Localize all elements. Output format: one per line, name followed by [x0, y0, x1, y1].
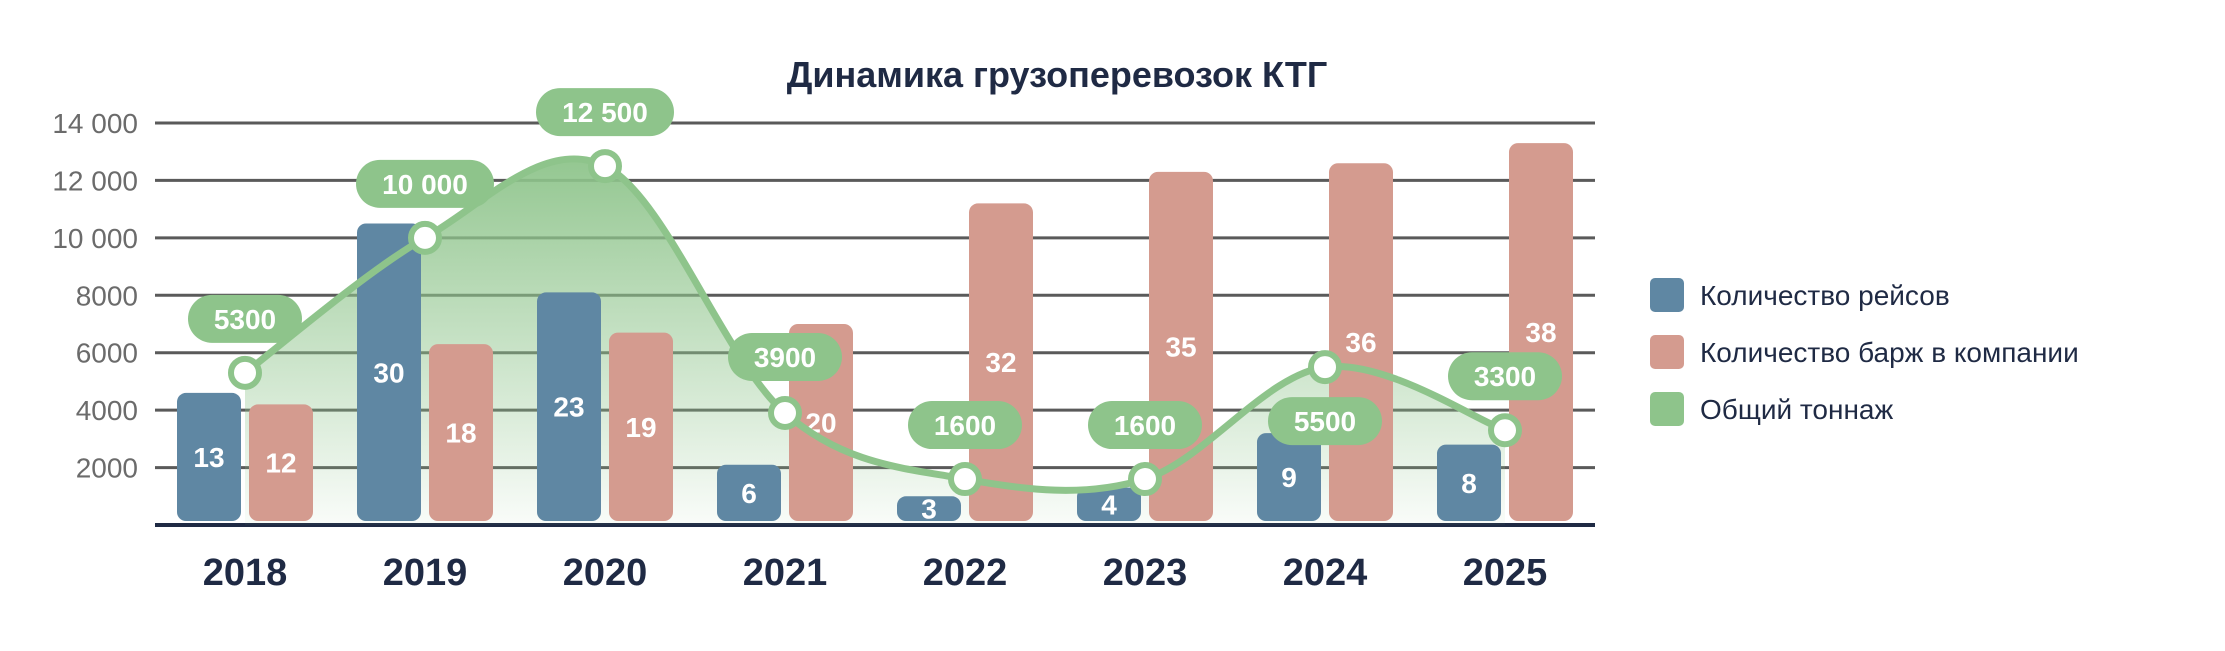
barges-bar-label: 38 — [1525, 317, 1556, 348]
y-tick-label: 12 000 — [52, 165, 138, 196]
barges-bar — [429, 344, 493, 521]
trips-bar-label: 30 — [373, 357, 404, 388]
barges-bar-label: 18 — [445, 418, 476, 449]
y-axis-ticks: 14 000 12 000 10 000 8000 6000 4000 2000 — [52, 108, 138, 484]
tonnage-label: 1600 — [934, 410, 996, 441]
trips-bar — [1437, 444, 1501, 521]
tonnage-point — [408, 220, 442, 255]
tonnage-label-pill — [536, 88, 674, 137]
trips-bar — [177, 392, 241, 521]
trips-bar — [1257, 433, 1321, 521]
x-tick-label: 2018 — [203, 552, 288, 594]
y-tick-label: 2000 — [76, 453, 138, 484]
y-tick-label: 10 000 — [52, 223, 138, 254]
barges-bar — [249, 404, 313, 521]
barges-bar-label: 12 — [265, 448, 296, 479]
x-tick-label: 2019 — [383, 552, 468, 594]
tonnage-line — [241, 155, 1509, 494]
tonnage-point — [228, 355, 262, 390]
tonnage-label-pill — [1088, 401, 1202, 450]
x-tick-label: 2023 — [1103, 552, 1188, 594]
trips-bar — [537, 292, 601, 521]
trips-bar-label: 23 — [553, 392, 584, 423]
barges-bar — [1509, 143, 1573, 521]
legend-label: Количество рейсов — [1700, 280, 1950, 311]
barges-bar-label: 35 — [1165, 331, 1196, 362]
tonnage-point — [1488, 413, 1522, 448]
tonnage-point — [948, 462, 982, 497]
y-tick-label: 4000 — [76, 395, 138, 426]
trips-bar-label: 6 — [741, 478, 757, 509]
tonnage-label-pill — [356, 159, 494, 208]
tonnage-label-pill — [908, 401, 1022, 450]
legend-swatch — [1650, 392, 1684, 426]
legend-swatch — [1650, 335, 1684, 369]
y-tick-label: 8000 — [76, 280, 138, 311]
x-tick-label: 2025 — [1463, 552, 1548, 594]
tonnage-label: 5500 — [1294, 406, 1356, 437]
trips-bar-label: 3 — [921, 494, 937, 525]
trips-bar-label: 8 — [1461, 468, 1477, 499]
tonnage-label: 5300 — [214, 304, 276, 335]
barges-bar-label: 32 — [985, 347, 1016, 378]
x-tick-label: 2022 — [923, 552, 1008, 594]
tonnage-label-pill — [188, 294, 302, 343]
trips-bar-label: 4 — [1101, 489, 1117, 520]
tonnage-point — [1128, 462, 1162, 497]
tonnage-label: 12 500 — [562, 97, 648, 128]
barges-bar-label: 36 — [1345, 327, 1376, 358]
tonnage-point — [588, 149, 622, 184]
tonnage-label: 1600 — [1114, 410, 1176, 441]
trips-bar — [1077, 487, 1141, 521]
trips-bar — [357, 223, 421, 521]
tonnage-label: 3300 — [1474, 361, 1536, 392]
y-tick-label: 6000 — [76, 338, 138, 369]
tonnage-label-pill — [1448, 352, 1562, 401]
tonnage-point — [768, 396, 802, 431]
legend-label: Общий тоннаж — [1700, 394, 1893, 425]
trips-bar — [717, 464, 781, 521]
barges-bar — [609, 332, 673, 521]
y-tick-label: 14 000 — [52, 108, 138, 139]
barges-bar-label: 19 — [625, 412, 656, 443]
x-tick-label: 2020 — [563, 552, 648, 594]
tonnage-label: 10 000 — [382, 169, 468, 200]
legend-label: Количество барж в компании — [1700, 337, 2079, 368]
tonnage-label: 3900 — [754, 342, 816, 373]
x-tick-label: 2021 — [743, 552, 828, 594]
tonnage-label-pill — [1268, 397, 1382, 446]
legend: Количество рейсов Количество барж в компа… — [1650, 278, 2079, 426]
tonnage-label-pill — [728, 333, 842, 382]
tonnage-labels: 5300 10 000 12 500 3900 1600 1600 5500 3300 — [188, 88, 1562, 450]
chart-title: Динамика грузоперевозок КТГ — [787, 54, 1328, 95]
tonnage-point — [1308, 350, 1342, 385]
x-tick-label: 2024 — [1283, 552, 1368, 594]
x-axis-ticks: 2018 2019 2020 2021 2022 2023 2024 2025 — [203, 552, 1548, 594]
trips-bar-label: 9 — [1281, 462, 1297, 493]
legend-swatch — [1650, 278, 1684, 312]
trips-bar — [897, 496, 961, 521]
trips-bar-label: 13 — [193, 442, 224, 473]
tonnage-line-layer — [228, 149, 1522, 497]
